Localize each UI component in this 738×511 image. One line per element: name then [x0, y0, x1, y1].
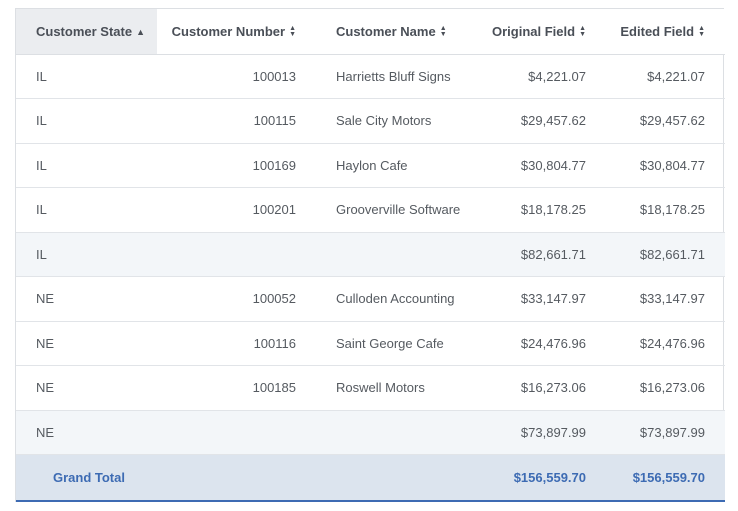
table-row[interactable]: NE 100052 Culloden Accounting $33,147.97… — [16, 276, 725, 322]
table-row[interactable]: IL 100115 Sale City Motors $29,457.62 $2… — [16, 98, 725, 144]
grand-total-edited: $156,559.70 — [606, 454, 725, 502]
cell-edited-field: $82,661.71 — [606, 232, 725, 277]
cell-customer-state: IL — [16, 54, 157, 99]
subtotal-row: NE $73,897.99 $73,897.99 — [16, 410, 725, 455]
grand-total-label: Grand Total — [16, 454, 470, 502]
cell-original-field: $18,178.25 — [470, 187, 606, 233]
cell-original-field: $30,804.77 — [470, 143, 606, 188]
table-header: Customer State ▲ Customer Number ▲ ▼ Custom… — [16, 9, 725, 55]
cell-edited-field[interactable]: $18,178.25 — [606, 187, 725, 233]
column-header-original-field[interactable]: Original Field ▲ ▼ — [470, 9, 606, 55]
cell-original-field: $4,221.07 — [470, 54, 606, 99]
column-header-label: Customer Number — [171, 23, 286, 39]
column-header-customer-state[interactable]: Customer State ▲ — [16, 9, 157, 55]
cell-original-field: $24,476.96 — [470, 321, 606, 366]
cell-customer-name: Culloden Accounting — [316, 276, 470, 322]
cell-original-field: $82,661.71 — [470, 232, 606, 277]
sort-both-icon: ▲ ▼ — [698, 25, 705, 39]
cell-customer-number: 100116 — [157, 321, 316, 366]
report-table: Customer State ▲ Customer Number ▲ ▼ Custom… — [16, 9, 725, 502]
subtotal-row: IL $82,661.71 $82,661.71 — [16, 232, 725, 277]
cell-edited-field[interactable]: $4,221.07 — [606, 54, 725, 99]
cell-edited-field[interactable]: $29,457.62 — [606, 98, 725, 144]
cell-edited-field: $73,897.99 — [606, 410, 725, 455]
sort-both-icon: ▲ ▼ — [289, 25, 296, 39]
column-header-customer-name[interactable]: Customer Name ▲ ▼ — [316, 9, 470, 55]
cell-edited-field[interactable]: $24,476.96 — [606, 321, 725, 366]
sort-both-icon: ▲ ▼ — [579, 25, 586, 39]
table-row[interactable]: NE 100185 Roswell Motors $16,273.06 $16,… — [16, 365, 725, 411]
sort-ascending-icon: ▲ — [136, 26, 145, 37]
sort-both-icon: ▲ ▼ — [439, 25, 447, 39]
cell-customer-number: 100169 — [157, 143, 316, 188]
cell-customer-number — [157, 232, 316, 277]
cell-customer-number: 100185 — [157, 365, 316, 411]
cell-customer-state: NE — [16, 276, 157, 322]
table-row[interactable]: IL 100169 Haylon Cafe $30,804.77 $30,804… — [16, 143, 725, 188]
cell-edited-field[interactable]: $16,273.06 — [606, 365, 725, 411]
cell-original-field: $73,897.99 — [470, 410, 606, 455]
column-header-customer-number[interactable]: Customer Number ▲ ▼ — [157, 9, 316, 55]
cell-customer-state: NE — [16, 410, 157, 455]
cell-customer-name: Haylon Cafe — [316, 143, 470, 188]
cell-customer-number: 100052 — [157, 276, 316, 322]
header-row: Customer State ▲ Customer Number ▲ ▼ Custom… — [16, 9, 725, 55]
grand-total-row: Grand Total $156,559.70 $156,559.70 — [16, 454, 725, 502]
table-row[interactable]: IL 100201 Grooverville Software $18,178.… — [16, 187, 725, 233]
cell-customer-state: NE — [16, 321, 157, 366]
cell-original-field: $16,273.06 — [470, 365, 606, 411]
grand-total-original: $156,559.70 — [470, 454, 606, 502]
cell-customer-number: 100013 — [157, 54, 316, 99]
table-row[interactable]: NE 100116 Saint George Cafe $24,476.96 $… — [16, 321, 725, 366]
cell-customer-state: IL — [16, 98, 157, 144]
cell-customer-number: 100201 — [157, 187, 316, 233]
cell-customer-name: Roswell Motors — [316, 365, 470, 411]
cell-customer-state: IL — [16, 143, 157, 188]
cell-edited-field[interactable]: $30,804.77 — [606, 143, 725, 188]
cell-customer-state: IL — [16, 232, 157, 277]
cell-original-field: $29,457.62 — [470, 98, 606, 144]
cell-customer-name: Saint George Cafe — [316, 321, 470, 366]
cell-customer-name — [316, 232, 470, 277]
cell-customer-number: 100115 — [157, 98, 316, 144]
column-header-label: Original Field — [491, 23, 576, 39]
table-body: IL 100013 Harrietts Bluff Signs $4,221.0… — [16, 54, 725, 502]
cell-customer-number — [157, 410, 316, 455]
cell-edited-field[interactable]: $33,147.97 — [606, 276, 725, 322]
cell-customer-name: Harrietts Bluff Signs — [316, 54, 470, 99]
table-row[interactable]: IL 100013 Harrietts Bluff Signs $4,221.0… — [16, 54, 725, 99]
cell-customer-state: IL — [16, 187, 157, 233]
cell-customer-name: Sale City Motors — [316, 98, 470, 144]
cell-customer-name: Grooverville Software — [316, 187, 470, 233]
report-table-container: Customer State ▲ Customer Number ▲ ▼ Custom… — [15, 8, 725, 502]
column-header-label: Customer Name — [336, 23, 436, 39]
cell-customer-name — [316, 410, 470, 455]
column-header-label: Edited Field — [620, 23, 695, 39]
cell-original-field: $33,147.97 — [470, 276, 606, 322]
column-header-label: Customer State — [36, 23, 133, 39]
column-header-edited-field[interactable]: Edited Field ▲ ▼ — [606, 9, 725, 55]
cell-customer-state: NE — [16, 365, 157, 411]
